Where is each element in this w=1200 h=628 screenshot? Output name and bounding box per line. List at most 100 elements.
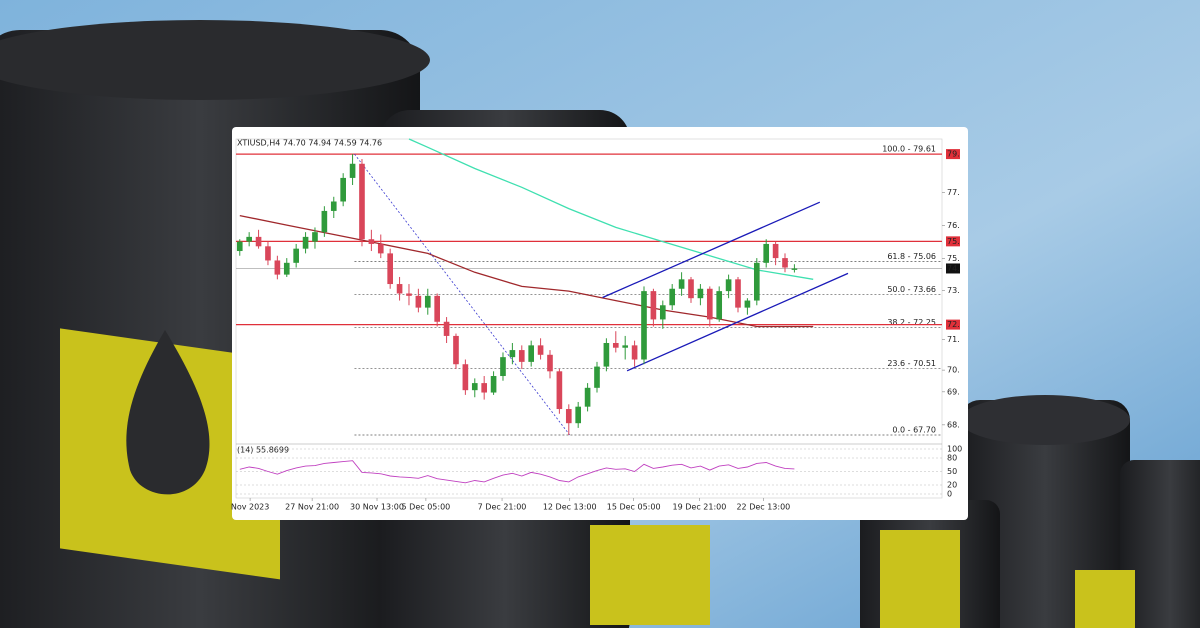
- candle-body: [650, 291, 657, 320]
- candle-body: [396, 284, 403, 294]
- fib-label: 23.6 - 70.51: [887, 359, 936, 368]
- candle-body: [293, 248, 299, 263]
- chart-title: XTIUSD,H4 74.70 74.94 74.59 74.76: [237, 139, 382, 148]
- candle-body: [528, 345, 535, 362]
- x-tick-label: Nov 2023: [231, 503, 270, 512]
- candle-body: [612, 343, 619, 348]
- candle-body: [716, 291, 723, 320]
- current-price-label: 74.: [947, 264, 960, 273]
- x-tick-label: 19 Dec 21:00: [673, 503, 727, 512]
- candle-body: [584, 387, 591, 407]
- candle-body: [236, 241, 243, 252]
- candle-body: [377, 243, 384, 254]
- indicator-tick-label: 80: [947, 454, 957, 463]
- x-tick-label: 15 Dec 05:00: [607, 503, 661, 512]
- chart-card: [232, 127, 968, 520]
- candle-body: [537, 345, 544, 355]
- candle-body: [518, 350, 525, 362]
- fib-label: 100.0 - 79.61: [882, 145, 936, 154]
- trendline: [626, 272, 849, 372]
- candle-body: [594, 366, 600, 388]
- candle-body: [631, 345, 638, 360]
- indicator-title: (14) 55.8699: [237, 446, 289, 455]
- x-tick-label: 22 Dec 13:00: [736, 503, 790, 512]
- candle-body: [763, 243, 770, 263]
- candle-body: [688, 279, 694, 299]
- x-tick-label: 27 Nov 21:00: [285, 503, 339, 512]
- y-tick-label: 77.: [947, 188, 960, 197]
- moving-average: [408, 138, 814, 280]
- candle-body: [744, 300, 751, 308]
- indicator-line: [239, 460, 795, 484]
- fib-label: 50.0 - 73.66: [887, 285, 936, 294]
- candle-body: [772, 243, 779, 259]
- candle-body: [782, 258, 788, 268]
- candle-body: [340, 177, 346, 202]
- plot: 77. 76. 75. 73. 71. 70. 69. 68. Nov 2023 27 Nov 2…: [231, 138, 962, 512]
- candle-body: [603, 343, 610, 367]
- candle-body: [453, 335, 459, 365]
- candle-body: [434, 295, 440, 322]
- fib-label: 38.2 - 72.25: [887, 318, 936, 327]
- candle-body: [547, 354, 553, 372]
- candle-body: [321, 210, 328, 233]
- y-tick-label: 69.: [947, 387, 960, 396]
- candle-body: [302, 236, 309, 249]
- candle-body: [424, 295, 431, 308]
- candle-body: [443, 321, 450, 336]
- plot-frame: [235, 138, 943, 499]
- candle-body: [669, 288, 676, 306]
- level-label: 72.: [947, 320, 960, 329]
- y-tick-label: 71.: [947, 335, 960, 344]
- y-tick-label: 75.: [947, 254, 960, 263]
- candle-body: [678, 279, 685, 289]
- candle-body: [791, 268, 798, 270]
- candle-body: [556, 371, 563, 410]
- candle-body: [406, 293, 412, 296]
- level-box: [946, 149, 960, 160]
- candle-body: [509, 350, 516, 358]
- candle-body: [283, 262, 290, 275]
- fib-label: 0.0 - 67.70: [892, 425, 936, 434]
- x-tick-label: 12 Dec 13:00: [543, 503, 597, 512]
- candle-body: [659, 305, 666, 320]
- level-label: 79.: [947, 150, 960, 159]
- candle-body: [622, 345, 629, 348]
- y-tick-label: 70.: [947, 366, 960, 375]
- candle-body: [753, 262, 760, 301]
- candle-body: [274, 260, 281, 275]
- candle-body: [330, 201, 337, 211]
- candle-body: [575, 406, 582, 424]
- trendline: [602, 201, 821, 299]
- candle-body: [641, 291, 647, 360]
- candle-body: [706, 288, 713, 320]
- candle-body: [462, 364, 469, 391]
- candle-body: [490, 376, 497, 393]
- y-tick-label: 68.: [947, 420, 960, 429]
- x-tick-label: 7 Dec 21:00: [478, 503, 527, 512]
- candle-body: [735, 279, 741, 308]
- candle-body: [565, 409, 572, 424]
- fib-label: 61.8 - 75.06: [887, 252, 936, 261]
- candle-body: [415, 295, 422, 308]
- y-tick-label: 73.: [947, 286, 960, 295]
- candle-body: [481, 383, 488, 393]
- level-box: [946, 236, 960, 247]
- level-box: [946, 319, 960, 330]
- x-tick-label: 5 Dec 05:00: [402, 503, 451, 512]
- candle-body: [359, 163, 365, 240]
- indicator-tick-label: 50: [947, 467, 957, 476]
- y-tick-label: 76.: [947, 221, 960, 230]
- indicator-tick-label: 100: [947, 445, 962, 454]
- candle-body: [255, 236, 262, 247]
- indicator-tick-label: 20: [947, 481, 957, 490]
- candle-body: [500, 357, 506, 377]
- candle-body: [725, 279, 732, 292]
- candle-body: [387, 253, 393, 285]
- candle-body: [349, 163, 356, 178]
- candle-body: [312, 232, 318, 242]
- candle-body: [246, 236, 252, 242]
- candle-body: [697, 288, 704, 299]
- current-price-box: [946, 263, 960, 274]
